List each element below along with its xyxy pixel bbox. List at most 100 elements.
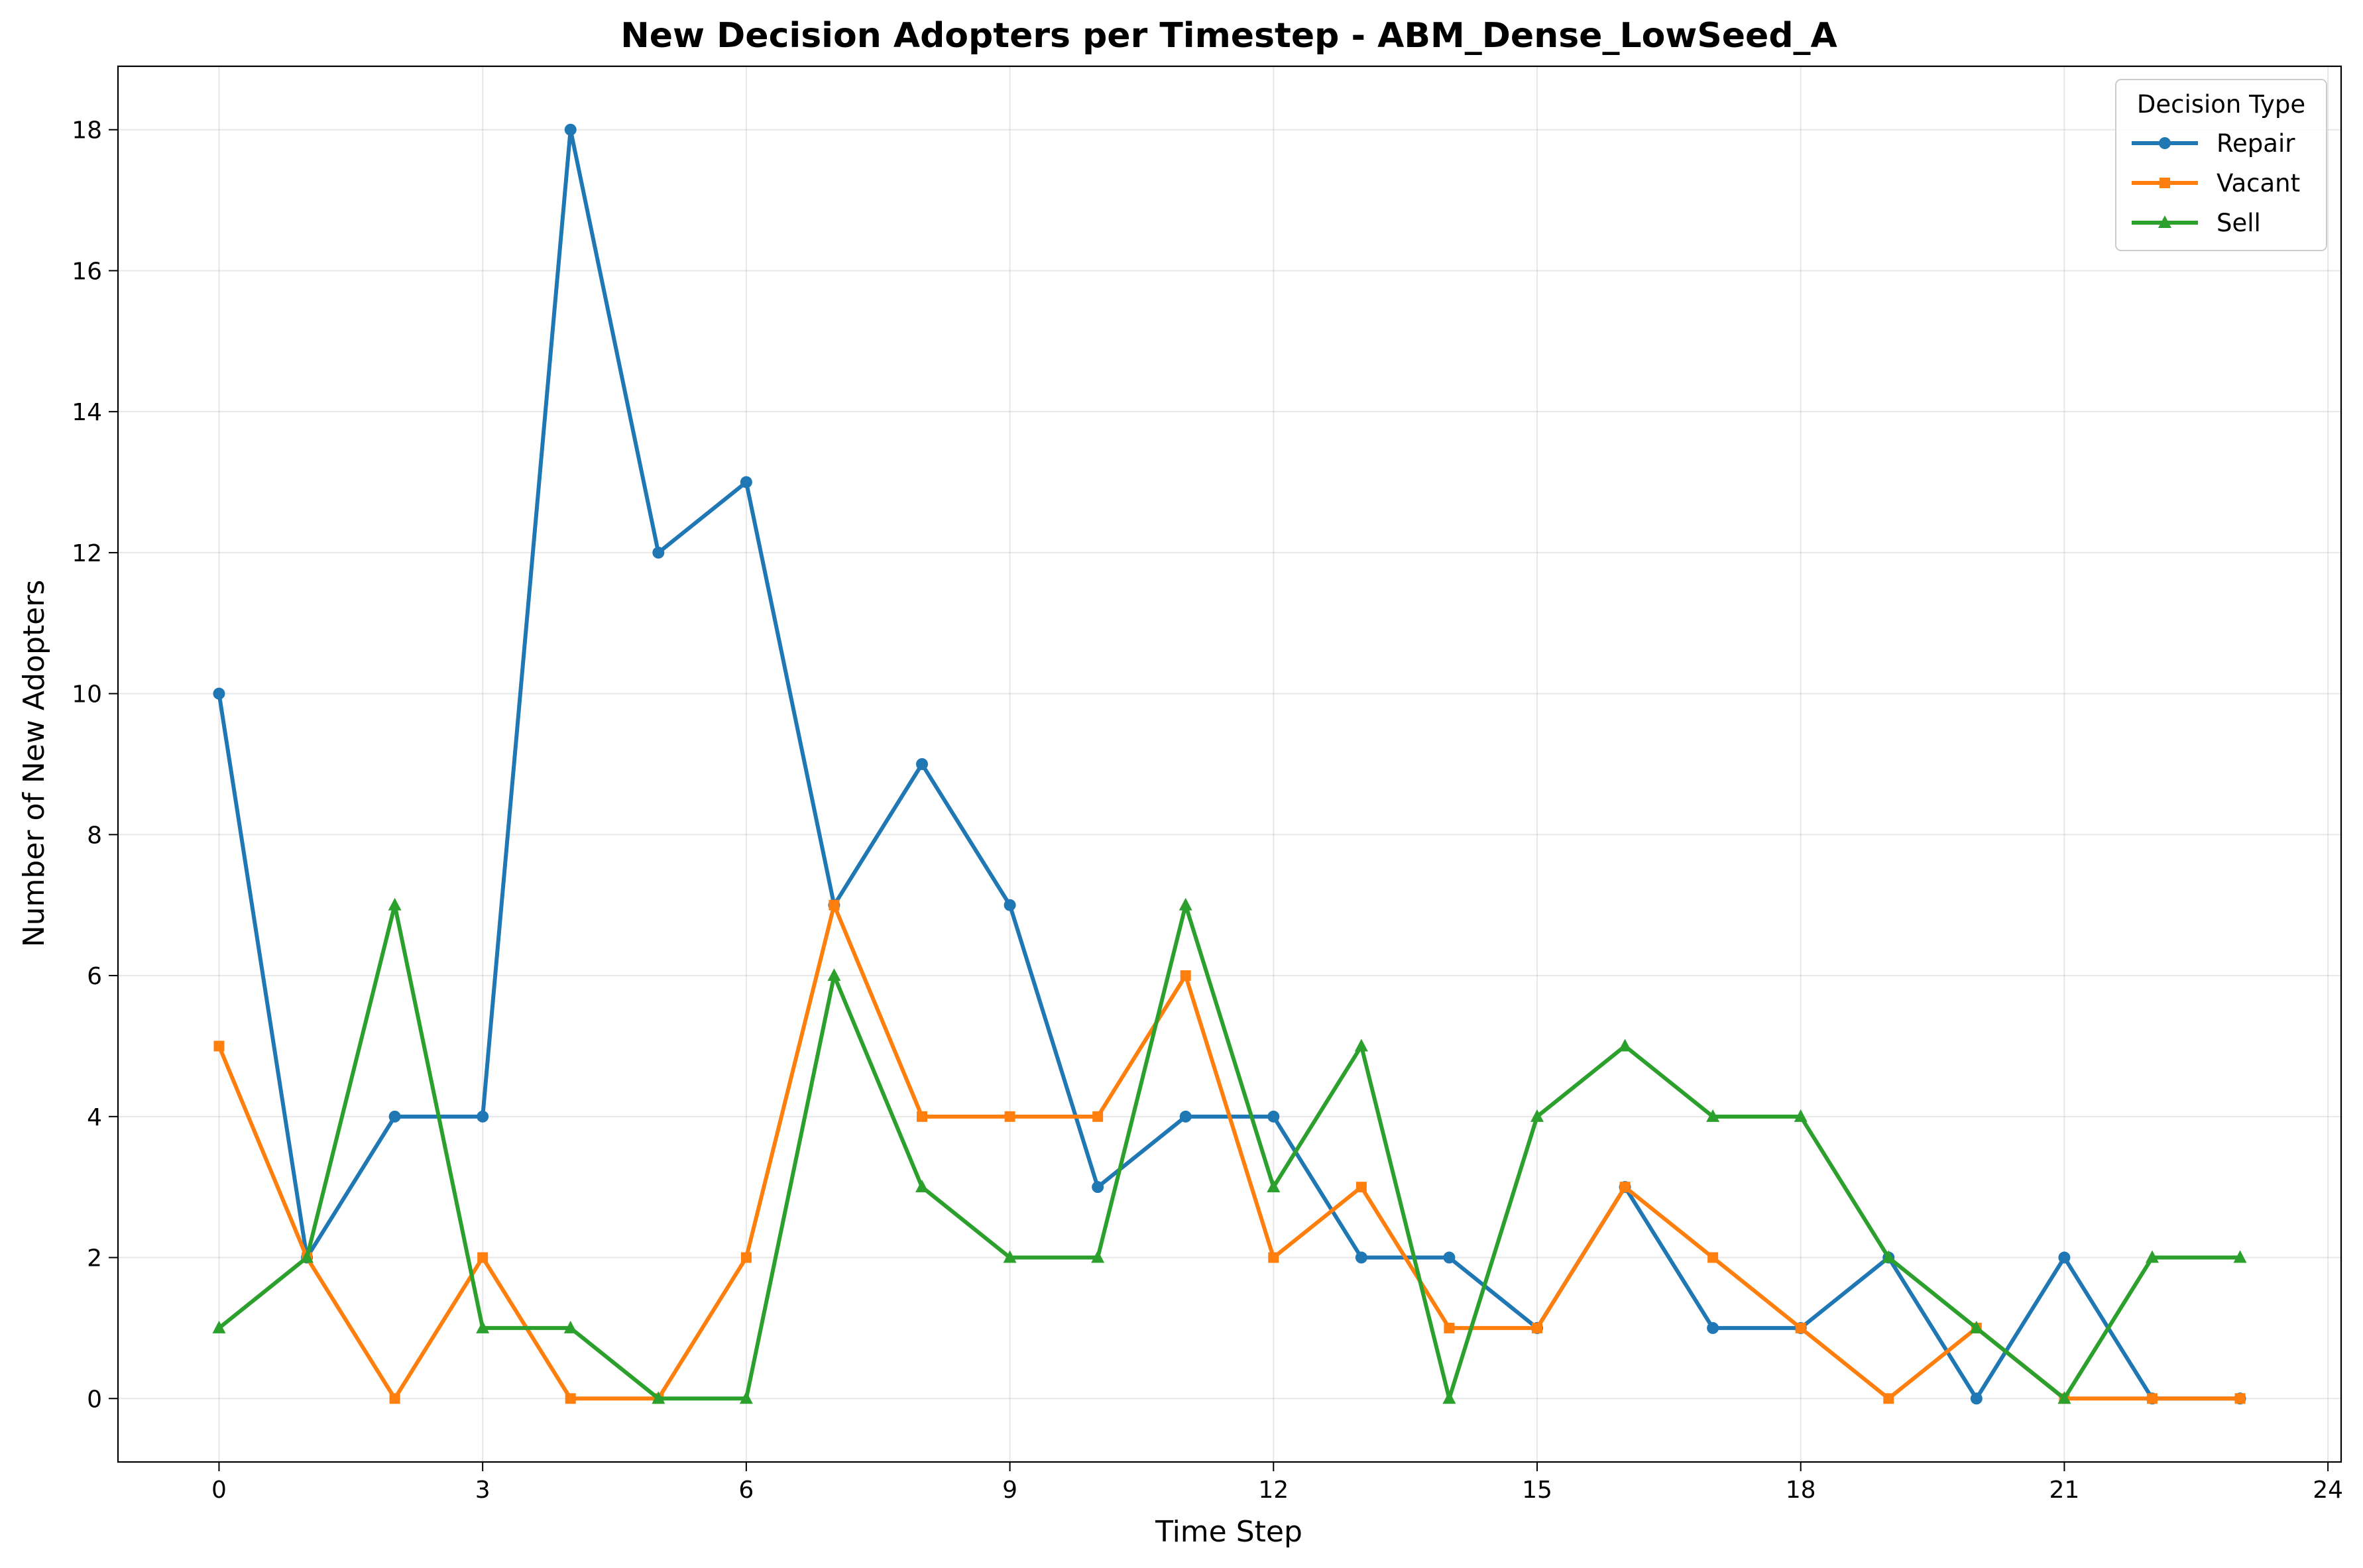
data-point-sell: [300, 1250, 314, 1263]
data-point-sell: [476, 1320, 490, 1333]
x-tick-label: 0: [211, 1477, 227, 1504]
legend-label-sell: Sell: [2217, 209, 2261, 237]
x-tick-label: 15: [1522, 1477, 1552, 1504]
data-point-sell: [1267, 1180, 1281, 1193]
data-point-sell: [1179, 897, 1192, 911]
legend-entry-repair: Repair: [2132, 129, 2295, 158]
data-point-sell: [1442, 1391, 1456, 1404]
data-point-vacant: [389, 1393, 400, 1404]
legend-marker-sell: [2158, 215, 2171, 228]
y-tick-label: 10: [72, 681, 102, 708]
data-point-sell: [2057, 1391, 2071, 1404]
data-point-vacant: [829, 899, 840, 911]
data-point-sell: [739, 1391, 753, 1404]
x-tick-label: 3: [475, 1477, 490, 1504]
data-point-sell: [827, 968, 841, 981]
data-point-repair: [740, 476, 752, 488]
data-point-repair: [652, 546, 665, 559]
data-point-vacant: [917, 1111, 928, 1122]
data-point-vacant: [213, 1040, 225, 1052]
data-point-repair: [1970, 1392, 1983, 1405]
data-point-vacant: [740, 1252, 752, 1263]
data-point-repair: [477, 1110, 489, 1123]
legend-label-vacant: Vacant: [2217, 169, 2300, 197]
data-point-sell: [2233, 1250, 2247, 1263]
series-vacant: [213, 899, 2246, 1404]
data-point-repair: [1355, 1251, 1367, 1264]
data-point-repair: [564, 123, 577, 136]
data-point-sell: [1882, 1250, 1896, 1263]
y-axis-label: Number of New Adopters: [17, 580, 51, 948]
data-point-sell: [2145, 1250, 2159, 1263]
data-point-vacant: [1092, 1111, 1104, 1122]
data-point-vacant: [477, 1252, 489, 1263]
data-point-vacant: [1268, 1252, 1279, 1263]
series-layer: [212, 123, 2247, 1405]
data-point-sell: [915, 1180, 929, 1193]
y-tick-label: 12: [72, 540, 102, 567]
x-tick-label: 24: [2313, 1477, 2343, 1504]
data-point-sell: [1794, 1109, 1808, 1122]
data-point-vacant: [1180, 970, 1191, 981]
series-line-repair: [217, 127, 2242, 1401]
data-point-sell: [652, 1391, 665, 1404]
data-point-vacant: [2146, 1393, 2158, 1404]
data-point-vacant: [1795, 1322, 1806, 1333]
data-point-vacant: [1004, 1111, 1015, 1122]
data-point-repair: [388, 1110, 401, 1123]
data-point-repair: [916, 758, 929, 770]
data-point-sell: [563, 1320, 577, 1333]
series-repair: [213, 123, 2246, 1405]
y-tick-label: 8: [87, 822, 102, 849]
grid: [118, 66, 2341, 1462]
y-tick-label: 16: [72, 258, 102, 285]
plot-frame: [117, 65, 2342, 1463]
data-point-sell: [1706, 1109, 1720, 1122]
x-tick-label: 6: [738, 1477, 754, 1504]
data-point-repair: [1443, 1251, 1456, 1264]
x-tick-label: 21: [2049, 1477, 2080, 1504]
y-tick-label: 14: [72, 399, 102, 426]
data-point-repair: [1092, 1181, 1104, 1194]
x-axis-label: Time Step: [1155, 1515, 1302, 1549]
data-point-sell: [1091, 1250, 1105, 1263]
data-point-sell: [1530, 1109, 1544, 1122]
chart-title: New Decision Adopters per Timestep - ABM…: [620, 16, 1837, 56]
y-tick-label: 18: [72, 117, 102, 144]
data-point-sell: [1354, 1038, 1368, 1052]
legend-marker-vacant: [2160, 178, 2170, 188]
series-sell: [212, 897, 2247, 1404]
data-point-repair: [1004, 899, 1016, 911]
data-point-vacant: [1531, 1322, 1542, 1333]
data-point-sell: [388, 897, 402, 911]
y-tick-label: 4: [87, 1104, 102, 1131]
data-point-repair: [1267, 1110, 1280, 1123]
x-tick-label: 9: [1002, 1477, 1017, 1504]
data-point-vacant: [1619, 1182, 1631, 1193]
x-tick-label: 18: [1786, 1477, 1816, 1504]
data-point-vacant: [1883, 1393, 1894, 1404]
data-point-vacant: [1355, 1182, 1367, 1193]
legend-title: Decision Type: [2137, 90, 2305, 119]
data-point-vacant: [2234, 1393, 2246, 1404]
legend-box: [2115, 79, 2327, 251]
y-tick-label: 2: [87, 1245, 102, 1272]
legend-label-repair: Repair: [2217, 129, 2295, 158]
legend-entry-vacant: Vacant: [2132, 169, 2300, 197]
series-line-sell: [217, 903, 2242, 1401]
data-point-sell: [1618, 1038, 1632, 1052]
legend-entry-sell: Sell: [2132, 209, 2261, 237]
data-point-repair: [213, 687, 225, 700]
series-line-vacant: [217, 903, 2242, 1401]
legend: Decision Type Repair Vacant Sell: [2115, 79, 2327, 251]
y-tick-label: 6: [87, 963, 102, 990]
x-tick-label: 12: [1258, 1477, 1289, 1504]
data-point-repair: [2058, 1251, 2071, 1264]
data-point-vacant: [565, 1393, 576, 1404]
data-point-vacant: [1707, 1252, 1719, 1263]
legend-marker-repair: [2159, 137, 2171, 149]
data-point-sell: [1003, 1250, 1017, 1263]
data-point-vacant: [1444, 1322, 1455, 1333]
